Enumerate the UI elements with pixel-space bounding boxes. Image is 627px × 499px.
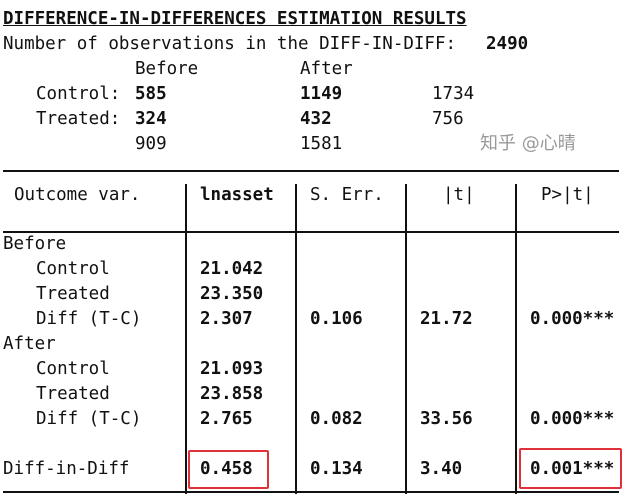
total-after-count: 1581	[300, 134, 343, 154]
counts-treated-label: Treated:	[36, 109, 121, 129]
row-label: Control	[36, 259, 110, 279]
treated-after-count: 432	[300, 109, 332, 129]
row-coef: 23.350	[200, 284, 264, 304]
row-coef: 2.765	[200, 409, 253, 429]
after-section-label: After	[3, 334, 56, 354]
obs-total: 2490	[486, 34, 529, 54]
row-coef: 2.307	[200, 309, 253, 329]
before-section-label: Before	[3, 234, 67, 254]
column-divider	[515, 184, 517, 494]
table-top-rule	[3, 170, 619, 172]
header-rule	[3, 231, 619, 233]
total-before-count: 909	[135, 134, 167, 154]
row-label: Diff (T-C)	[36, 409, 142, 429]
row-coef: 21.093	[200, 359, 264, 379]
column-divider	[405, 184, 407, 494]
did-coef: 0.458	[200, 459, 253, 479]
counts-control-label: Control:	[36, 84, 121, 104]
row-label: Control	[36, 359, 110, 379]
row-t: 21.72	[420, 309, 473, 329]
header-outcome-var: Outcome var.	[14, 185, 141, 205]
row-label: Treated	[36, 384, 110, 404]
column-divider	[185, 184, 187, 494]
did-p-highlight-box	[519, 448, 622, 489]
row-se: 0.082	[310, 409, 363, 429]
row-se: 0.106	[310, 309, 363, 329]
header-p: P>|t|	[541, 185, 594, 205]
obs-label: Number of observations in the DIFF-IN-DI…	[3, 34, 457, 54]
treated-total-count: 756	[432, 109, 464, 129]
header-t: |t|	[443, 185, 475, 205]
did-t: 3.40	[420, 459, 463, 479]
did-p: 0.001***	[530, 459, 615, 479]
results-title: DIFFERENCE-IN-DIFFERENCES ESTIMATION RES…	[3, 9, 467, 29]
row-coef: 23.858	[200, 384, 264, 404]
control-before-count: 585	[135, 84, 167, 104]
table-bottom-rule	[3, 491, 619, 493]
row-coef: 21.042	[200, 259, 264, 279]
column-divider	[295, 184, 297, 494]
did-label: Diff-in-Diff	[3, 459, 130, 479]
row-label: Diff (T-C)	[36, 309, 142, 329]
header-lnasset: lnasset	[200, 185, 274, 205]
control-after-count: 1149	[300, 84, 343, 104]
counts-before-header: Before	[135, 59, 199, 79]
row-p: 0.000***	[530, 309, 615, 329]
did-se: 0.134	[310, 459, 363, 479]
row-label: Treated	[36, 284, 110, 304]
did-coef-highlight-box	[188, 450, 269, 489]
treated-before-count: 324	[135, 109, 167, 129]
watermark: 知乎 @心晴	[480, 133, 576, 154]
counts-after-header: After	[300, 59, 353, 79]
header-std-err: S. Err.	[310, 185, 384, 205]
row-p: 0.000***	[530, 409, 615, 429]
row-t: 33.56	[420, 409, 473, 429]
control-total-count: 1734	[432, 84, 475, 104]
